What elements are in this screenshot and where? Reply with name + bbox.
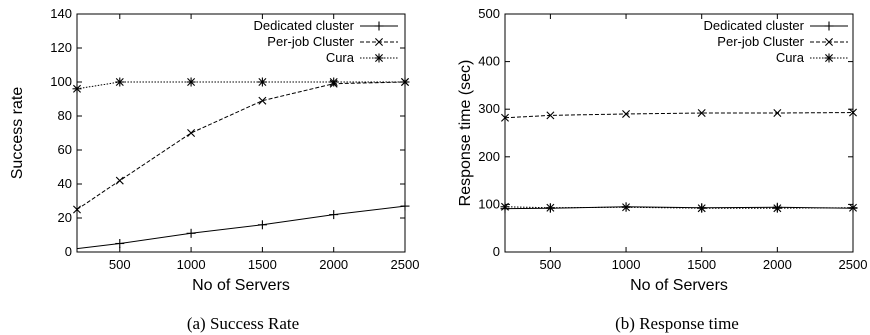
data-point [329,77,339,87]
y-axis-label: Response time (sec) [457,60,474,207]
legend-marker [824,21,834,31]
legend-marker [824,53,834,63]
legend-marker [374,53,384,63]
series-line [76,81,405,90]
y-tick-label: 60 [58,142,72,157]
chart-caption: (b) Response time [615,314,739,333]
chart-success-rate: 0 20 40 60 80 100 120 140 500 1000 1500 2000 2500 No … [9,6,419,333]
chart-caption: (a) Success Rate [187,314,299,333]
x-tick-label: 500 [540,257,562,272]
y-tick-label: 20 [58,210,72,225]
data-point [115,77,125,87]
data-point [622,109,631,118]
data-point [73,205,81,214]
data-point [115,239,125,248]
data-point [400,77,410,87]
series-per-job-cluster [501,108,857,122]
y-axis-label: Success rate [9,87,26,180]
legend-label: Per-job Cluster [717,34,804,49]
x-axis-label: No of Servers [192,277,290,294]
legend-label: Dedicated cluster [254,18,355,33]
series-line [504,112,854,119]
legend-label: Dedicated cluster [704,18,805,33]
legend-label: Per-job Cluster [267,34,354,49]
data-point [773,109,782,117]
y-tick-label: 120 [50,40,72,55]
x-tick-label: 1500 [248,257,277,272]
x-tick-label: 1500 [687,257,716,272]
data-point [115,176,124,185]
legend-marker [375,38,383,46]
data-point [186,228,196,238]
legend-label: Cura [776,50,805,65]
data-point [500,202,510,212]
y-tick-label: 140 [50,6,72,21]
data-point [546,111,555,120]
legend-entry: Dedicated cluster [704,18,848,33]
data-point [621,202,631,212]
y-tick-label: 0 [65,244,72,259]
y-tick-label: 40 [58,176,72,191]
data-point [257,220,267,230]
x-tick-label: 2000 [319,257,348,272]
y-tick-label: 500 [478,6,500,21]
data-point [848,203,858,213]
data-point [258,96,267,105]
legend-entry: Cura [776,50,848,65]
x-tick-label: 2500 [839,257,868,272]
x-tick-label: 2000 [763,257,792,272]
data-point [186,77,196,87]
y-tick-label: 100 [478,196,500,211]
data-point [329,210,339,220]
y-tick-label: 200 [478,149,500,164]
data-point [697,203,707,213]
series-cura [500,202,858,213]
data-point [400,201,410,211]
series-line [76,81,406,210]
y-tick-label: 100 [50,74,72,89]
chart-response-time: 0 100 200 300 400 500 500 1000 1500 2000 2500 No of… [457,6,867,333]
data-point [849,108,857,117]
series-line [76,205,406,250]
series-per-job-cluster [73,78,409,214]
legend-marker [825,38,833,46]
plot-frame [76,13,406,253]
x-tick-label: 500 [109,257,131,272]
legend-marker [374,21,384,31]
x-tick-label: 1000 [612,257,641,272]
legend-entry: Per-job Cluster [717,34,848,49]
y-tick-label: 0 [493,244,500,259]
x-tick-label: 1000 [177,257,206,272]
plot-frame [504,13,854,253]
data-point [257,77,267,87]
data-point [187,129,196,137]
legend-entry: Per-job Cluster [267,34,398,49]
legend-entry: Dedicated cluster [254,18,398,33]
data-point [72,84,82,94]
legend-label: Cura [326,50,355,65]
series-dedicated-cluster [76,201,410,250]
legend-entry: Cura [326,50,398,65]
y-tick-label: 80 [58,108,72,123]
y-tick-label: 300 [478,101,500,116]
data-point [772,203,782,213]
x-tick-label: 2500 [391,257,420,272]
data-point [545,203,555,213]
x-axis-label: No of Servers [630,277,728,294]
data-point [697,109,706,117]
y-tick-label: 400 [478,54,500,69]
series-line [504,206,854,210]
data-point [501,113,509,122]
series-cura [72,77,410,94]
